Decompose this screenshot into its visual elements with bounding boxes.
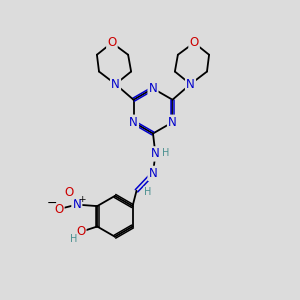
Text: H: H <box>70 233 78 244</box>
Text: N: N <box>151 147 160 161</box>
Text: O: O <box>54 202 64 216</box>
Text: O: O <box>76 225 86 239</box>
Text: H: H <box>144 187 151 197</box>
Text: +: + <box>78 195 86 204</box>
Text: N: N <box>148 82 158 95</box>
Text: N: N <box>186 78 195 91</box>
Text: N: N <box>111 78 120 91</box>
Text: N: N <box>73 198 81 211</box>
Text: O: O <box>107 36 116 49</box>
Text: H: H <box>162 148 169 158</box>
Text: −: − <box>47 197 58 210</box>
Text: N: N <box>168 116 177 129</box>
Text: N: N <box>148 167 158 180</box>
Text: O: O <box>65 185 74 199</box>
Text: N: N <box>129 116 138 129</box>
Text: O: O <box>190 36 199 49</box>
